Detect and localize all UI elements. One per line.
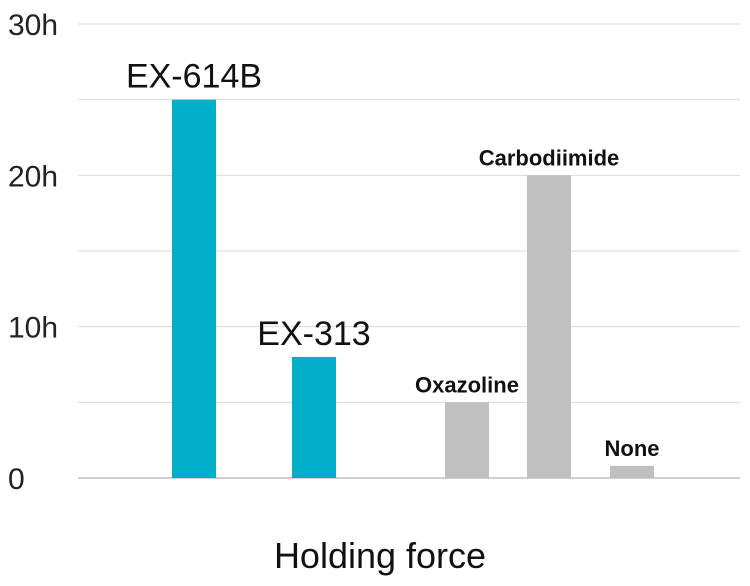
bar [610, 465, 654, 478]
y-tick-label: 10h [8, 312, 58, 345]
y-tick-label: 0 [8, 463, 25, 496]
bars [172, 99, 654, 479]
x-axis-title: Holding force [274, 535, 486, 576]
bar [172, 99, 216, 479]
y-tick-label: 20h [8, 160, 58, 193]
bar-label: Oxazoline [415, 372, 519, 397]
bar-label: Carbodiimide [479, 145, 620, 170]
bar-label: EX-313 [257, 315, 370, 353]
bar [445, 402, 489, 478]
bar [292, 356, 336, 478]
y-axis-ticks: 0 10h 20h 30h [8, 9, 58, 496]
bar-label: None [605, 436, 660, 461]
bar-labels: EX-614B EX-313 Oxazoline Carbodiimide None [126, 58, 660, 461]
bar [527, 175, 571, 479]
bar-label: EX-614B [126, 58, 262, 96]
y-tick-label: 30h [8, 9, 58, 42]
